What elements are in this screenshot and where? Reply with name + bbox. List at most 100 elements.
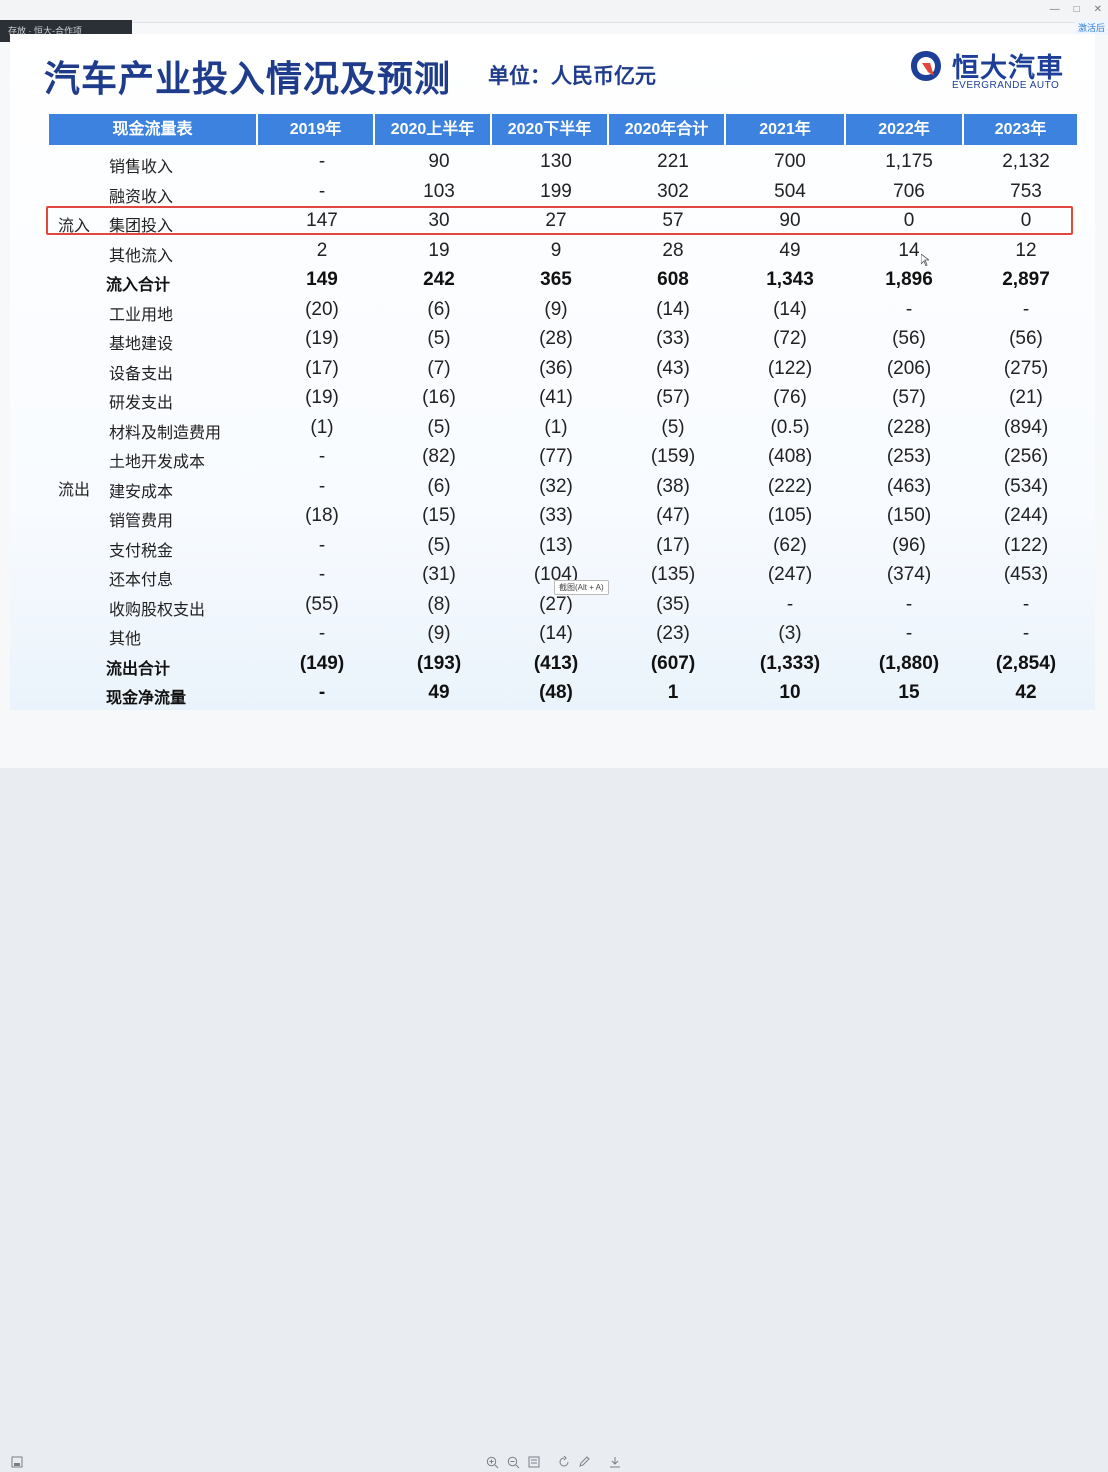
table-cell: (135) bbox=[650, 564, 696, 585]
fit-page-icon[interactable] bbox=[527, 1456, 541, 1470]
logo-text-cn: 恒大汽車 bbox=[952, 53, 1064, 83]
corner-badge[interactable]: 激活后 bbox=[1074, 20, 1108, 35]
pen-icon[interactable] bbox=[577, 1456, 591, 1470]
table-cell: (82) bbox=[422, 446, 456, 467]
table-cell: 49 bbox=[779, 240, 801, 261]
logo-mark-icon bbox=[911, 51, 941, 81]
table-cell: (6) bbox=[427, 476, 451, 497]
table-cell: - bbox=[1022, 594, 1030, 615]
table-row: 流出合计 (149) (193) (413) (607) (1,333) (1,880) (2… bbox=[49, 650, 1077, 679]
maximize-icon[interactable]: □ bbox=[1073, 4, 1080, 15]
table-cell: (47) bbox=[656, 505, 690, 526]
table-cell: - bbox=[905, 594, 913, 615]
row-label: 收购股权支出 bbox=[109, 602, 206, 619]
table-cell: (27) bbox=[539, 594, 573, 615]
group-label-outflow: 流出 bbox=[58, 482, 91, 499]
zoom-in-icon[interactable] bbox=[485, 1456, 499, 1470]
table-cell: (1) bbox=[544, 417, 568, 438]
table-cell: (149) bbox=[299, 653, 345, 674]
table-cell: (57) bbox=[656, 387, 690, 408]
table-cell: 14 bbox=[898, 240, 920, 261]
minimize-icon[interactable]: — bbox=[1049, 4, 1060, 15]
table-cell: (17) bbox=[656, 535, 690, 556]
table-cell: (72) bbox=[773, 328, 807, 349]
table-cell: (3) bbox=[778, 623, 802, 644]
table-cell: (228) bbox=[886, 417, 932, 438]
table-cell: (5) bbox=[427, 417, 451, 438]
table-cell: (9) bbox=[544, 299, 568, 320]
table-cell: - bbox=[318, 682, 326, 703]
table-cell: (408) bbox=[767, 446, 813, 467]
table-cell: (20) bbox=[305, 299, 339, 320]
table-cell: (104) bbox=[533, 564, 579, 585]
row-label: 基地建设 bbox=[109, 336, 174, 353]
table-cell: (56) bbox=[892, 328, 926, 349]
table-cell: 28 bbox=[662, 240, 684, 261]
header-cell: 2020下半年 bbox=[492, 114, 607, 145]
row-label: 流入合计 bbox=[106, 277, 171, 294]
row-label: 土地开发成本 bbox=[109, 454, 206, 471]
group-label-inflow: 流入 bbox=[58, 218, 91, 235]
table-cell: (159) bbox=[650, 446, 696, 467]
table-cell: - bbox=[318, 151, 326, 172]
table-cell: 1,896 bbox=[885, 269, 933, 290]
table-header: 现金流量表 2019年 2020上半年 2020下半年 2020年合计 2021年 2022… bbox=[49, 114, 1077, 145]
table-cell: (105) bbox=[767, 505, 813, 526]
table-cell: (5) bbox=[661, 417, 685, 438]
header-cell: 2019年 bbox=[258, 114, 373, 145]
download-icon[interactable] bbox=[10, 1456, 24, 1470]
row-label: 材料及制造费用 bbox=[109, 425, 222, 442]
table-cell: 1 bbox=[667, 682, 679, 703]
table-cell: (18) bbox=[305, 505, 339, 526]
table-cell: 2,132 bbox=[1002, 151, 1050, 172]
table-row: 集团投入 147 30 27 57 90 0 0 bbox=[49, 207, 1077, 236]
row-label: 销管费用 bbox=[109, 513, 174, 530]
table-cell: - bbox=[318, 535, 326, 556]
table-cell: 9 bbox=[550, 240, 562, 261]
row-label: 其他 bbox=[109, 631, 142, 648]
table-cell: - bbox=[1022, 623, 1030, 644]
table-cell: (193) bbox=[416, 653, 462, 674]
rotate-icon[interactable] bbox=[557, 1455, 571, 1470]
table-cell: (253) bbox=[886, 446, 932, 467]
mouse-cursor-icon bbox=[921, 254, 929, 266]
table-cell: (453) bbox=[1003, 564, 1049, 585]
header-cell: 2023年 bbox=[964, 114, 1077, 145]
row-label: 支付税金 bbox=[109, 543, 174, 560]
export-icon[interactable] bbox=[608, 1456, 622, 1470]
table-cell: 0 bbox=[903, 210, 915, 231]
table-cell: 10 bbox=[779, 682, 801, 703]
window-controls: — □ ✕ bbox=[1050, 4, 1102, 15]
table-cell: 19 bbox=[428, 240, 450, 261]
table-row: 设备支出 (17) (7) (36) (43) (122) (206) (275) bbox=[49, 355, 1077, 384]
table-row: 其他 - (9) (14) (23) (3) - - bbox=[49, 620, 1077, 649]
table-cell: (55) bbox=[305, 594, 339, 615]
table-cell: 0 bbox=[1020, 210, 1032, 231]
table-cell: (247) bbox=[767, 564, 813, 585]
table-cell: (33) bbox=[539, 505, 573, 526]
table-cell: (1,333) bbox=[759, 653, 821, 674]
table-cell: (57) bbox=[892, 387, 926, 408]
table-cell: 90 bbox=[779, 210, 801, 231]
table-cell: 149 bbox=[306, 269, 338, 290]
table-row: 流入合计 149 242 365 608 1,343 1,896 2,897 bbox=[49, 266, 1077, 295]
table-cell: (5) bbox=[427, 535, 451, 556]
row-label: 流出合计 bbox=[106, 661, 171, 678]
table-cell: 221 bbox=[657, 151, 689, 172]
table-row: 还本付息 - (31) (104) (135) (247) (374) (453) bbox=[49, 561, 1077, 590]
table-cell: - bbox=[905, 299, 913, 320]
header-cell: 2020上半年 bbox=[375, 114, 490, 145]
evergrande-logo: 恒大汽車 EVERGRANDE AUTO bbox=[908, 46, 1078, 98]
row-label: 设备支出 bbox=[109, 366, 174, 383]
zoom-out-icon[interactable] bbox=[506, 1456, 520, 1470]
table-row: 支付税金 - (5) (13) (17) (62) (96) (122) bbox=[49, 532, 1077, 561]
close-icon[interactable]: ✕ bbox=[1093, 4, 1102, 15]
table-cell: (32) bbox=[539, 476, 573, 497]
table-cell: (8) bbox=[427, 594, 451, 615]
header-cell: 2022年 bbox=[846, 114, 962, 145]
table-cell: - bbox=[786, 594, 794, 615]
table-row: 基地建设 (19) (5) (28) (33) (72) (56) (56) bbox=[49, 325, 1077, 354]
slide: 汽车产业投入情况及预测 单位：人民币亿元 恒大汽車 EVERGRANDE AUT… bbox=[10, 34, 1095, 710]
table-cell: (122) bbox=[1003, 535, 1049, 556]
table-cell: (19) bbox=[305, 387, 339, 408]
